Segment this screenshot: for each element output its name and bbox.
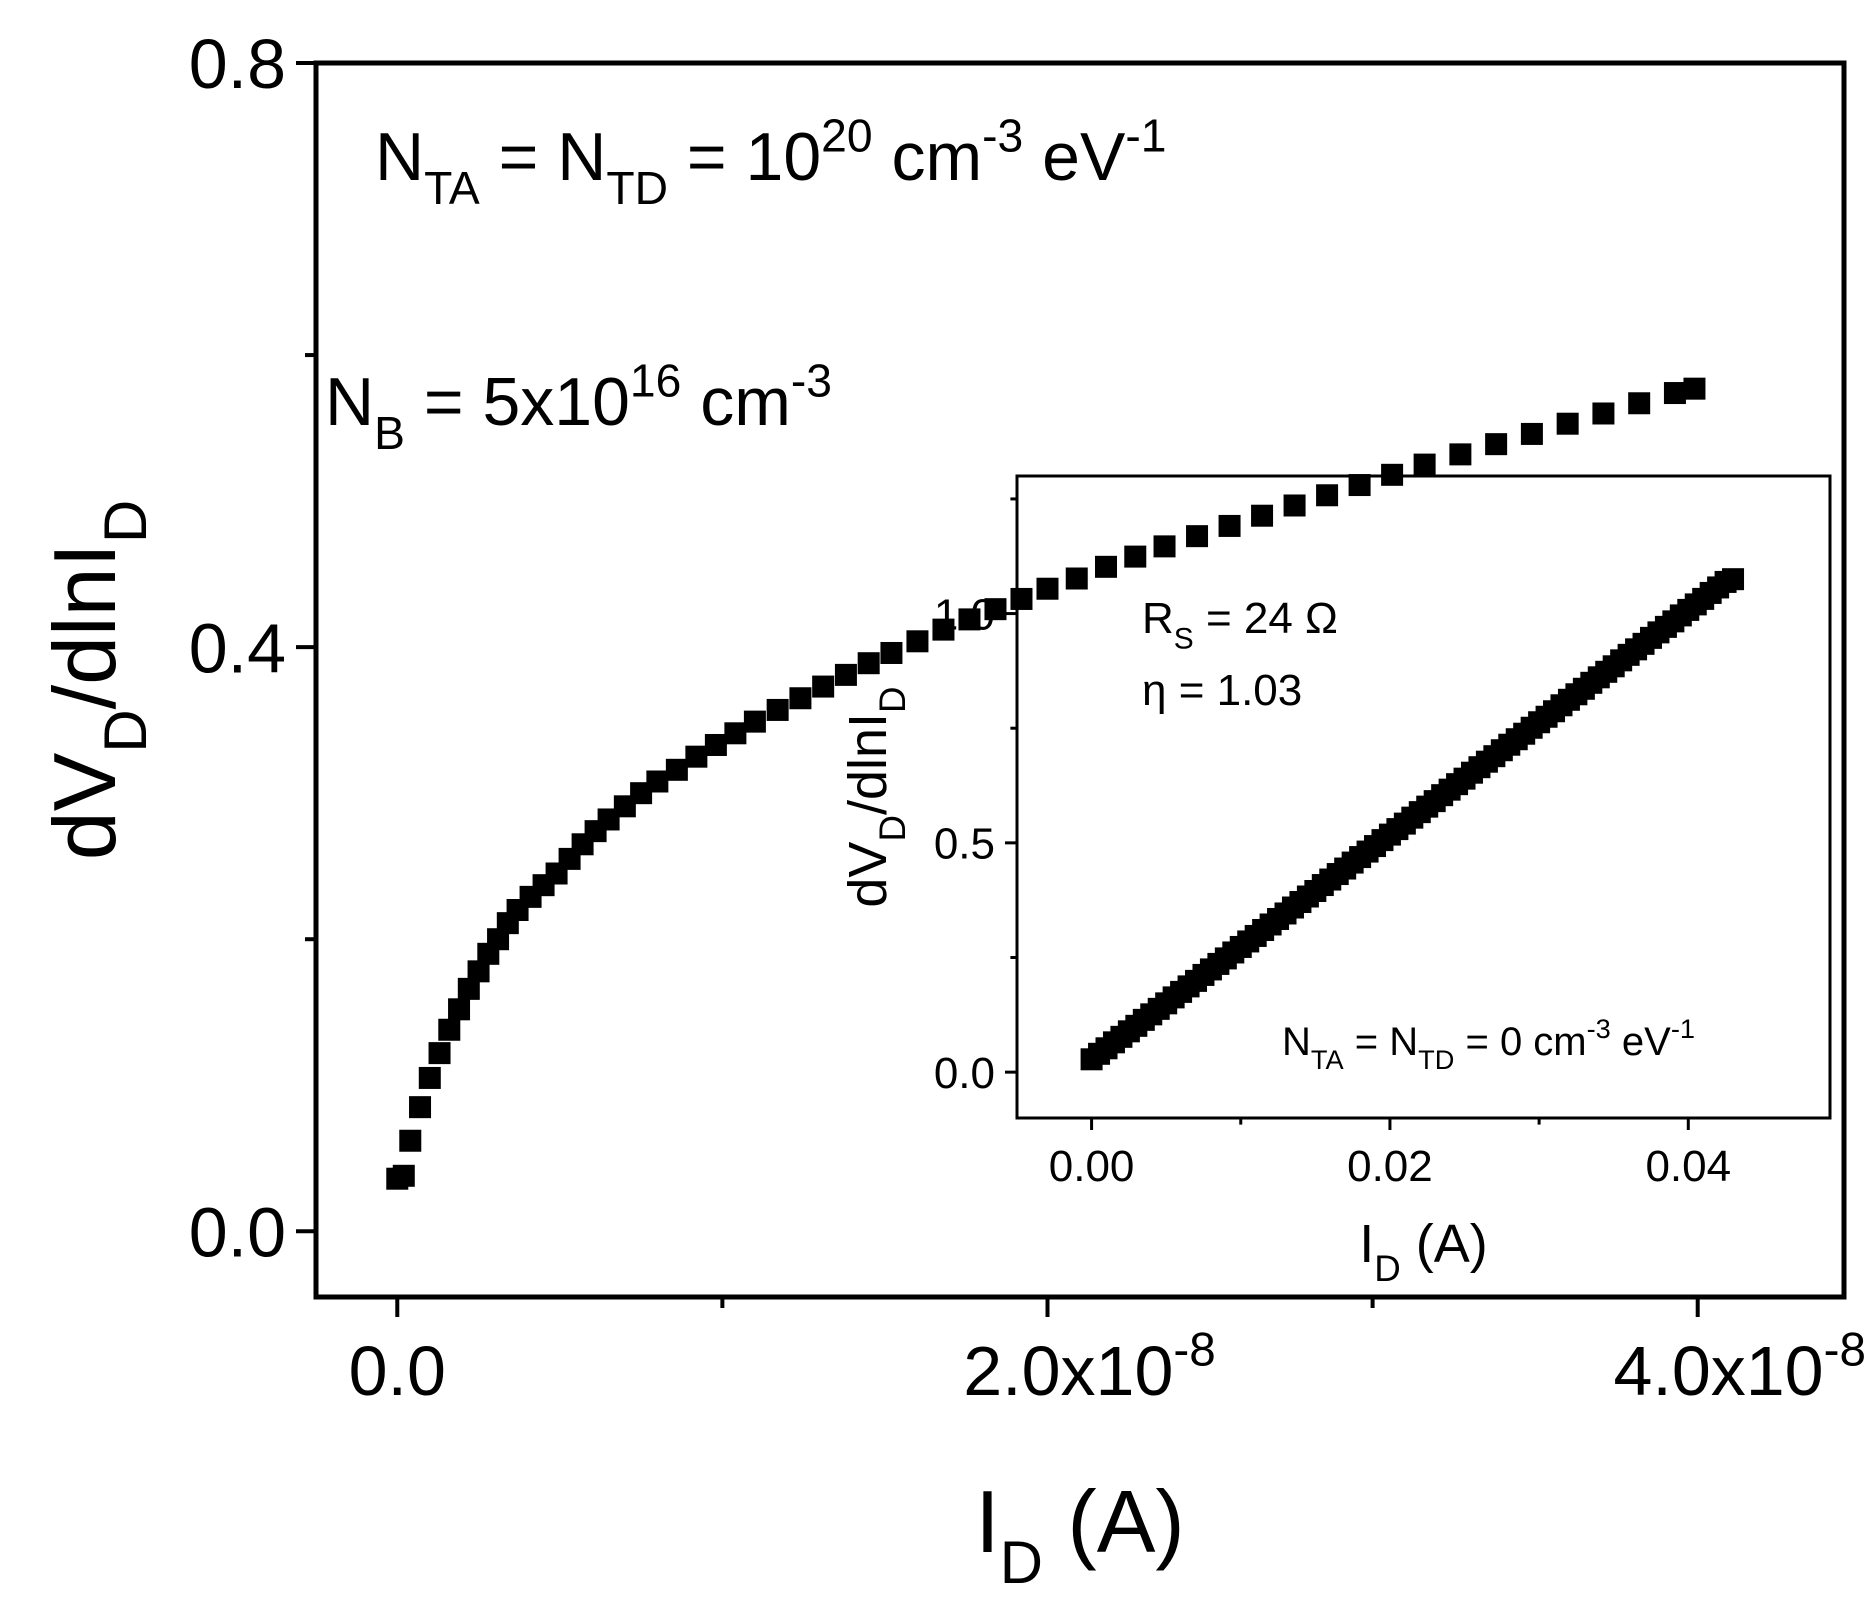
data-point [1485,433,1508,456]
data-point [467,960,490,983]
data-point [1010,587,1033,610]
data-point [1556,412,1579,435]
y-tick-label: 0.8 [189,25,286,103]
plot-frame [1015,474,1832,1120]
y-axis-title: dVD/dlnID [35,500,159,860]
inset-chart: 0.00 0.02 0.04 0.0 0.5 1.0 ID (A) dVD/dlnID RS =… [838,474,1832,1289]
data-series [386,377,1706,1190]
x-tick-label: 4.0x10-8 [1613,1324,1866,1410]
data-point [1520,422,1543,445]
data-point [704,733,727,756]
plot-frame [313,60,1847,1300]
data-point [1628,392,1651,415]
data-point [418,1066,441,1089]
data-point [1413,453,1436,476]
y-tick-label: 0.0 [934,1049,995,1098]
data-point [743,710,766,733]
x-tick-label: 0.00 [1049,1142,1135,1191]
data-point [392,1164,415,1187]
data-point [428,1042,451,1065]
data-point [665,758,688,781]
data-point [1065,567,1088,590]
y-tick-label: 0.4 [189,609,286,687]
data-point [1186,525,1209,548]
chart-annotation: η = 1.03 [1142,666,1302,715]
data-point [1316,484,1339,507]
data-point [1348,474,1371,497]
data-point [1095,555,1118,578]
data-point [958,608,981,631]
data-point [1124,545,1147,568]
data-point [880,641,903,664]
data-point [724,722,747,745]
data-point [1592,402,1615,425]
data-point [409,1096,432,1119]
data-point [646,770,669,793]
y-tick-label: 1.0 [934,590,995,639]
x-tick-label: 2.0x10-8 [963,1324,1216,1410]
data-point [1283,494,1306,517]
data-point [438,1018,461,1041]
data-point [1683,377,1706,400]
data-point [1251,504,1274,527]
chart-annotation: NB = 5x1016 cm-3 [325,354,832,458]
x-axis-title: ID (A) [975,1472,1184,1596]
data-point [448,998,471,1021]
data-point [1036,577,1059,600]
data-point [857,652,880,675]
chart-annotation: NTA = NTD = 1020 cm-3 eV-1 [375,109,1166,213]
data-point [1449,443,1472,466]
chart-annotation: RS = 24 Ω [1142,594,1338,655]
data-point [906,630,929,653]
data-point [789,687,812,710]
data-point [457,977,480,1000]
y-axis-title: dVD/dlnID [838,686,913,907]
x-axis-title: ID (A) [1359,1214,1488,1289]
chart-annotation: NTA = NTD = 0 cm-3 eV-1 [1282,1013,1695,1075]
data-series [1080,568,1745,1071]
x-tick-label: 0.0 [349,1332,446,1410]
data-point [685,745,708,768]
data-point [1153,535,1176,558]
x-tick-label: 0.02 [1347,1142,1433,1191]
data-point [932,618,955,641]
y-tick-label: 0.0 [189,1193,286,1271]
data-point [1663,382,1686,405]
y-tick-label: 0.5 [934,820,995,869]
data-point [812,675,835,698]
data-point [984,598,1007,621]
x-tick-label: 0.04 [1645,1142,1731,1191]
data-point [1218,514,1241,537]
data-point [399,1129,422,1152]
data-point [1722,568,1745,591]
data-point [834,663,857,686]
main-chart: 0.0 2.0x10-8 4.0x10-8 0.0 0.4 0.8 ID (A) dVD/dl… [35,25,1866,1596]
data-point [766,698,789,721]
